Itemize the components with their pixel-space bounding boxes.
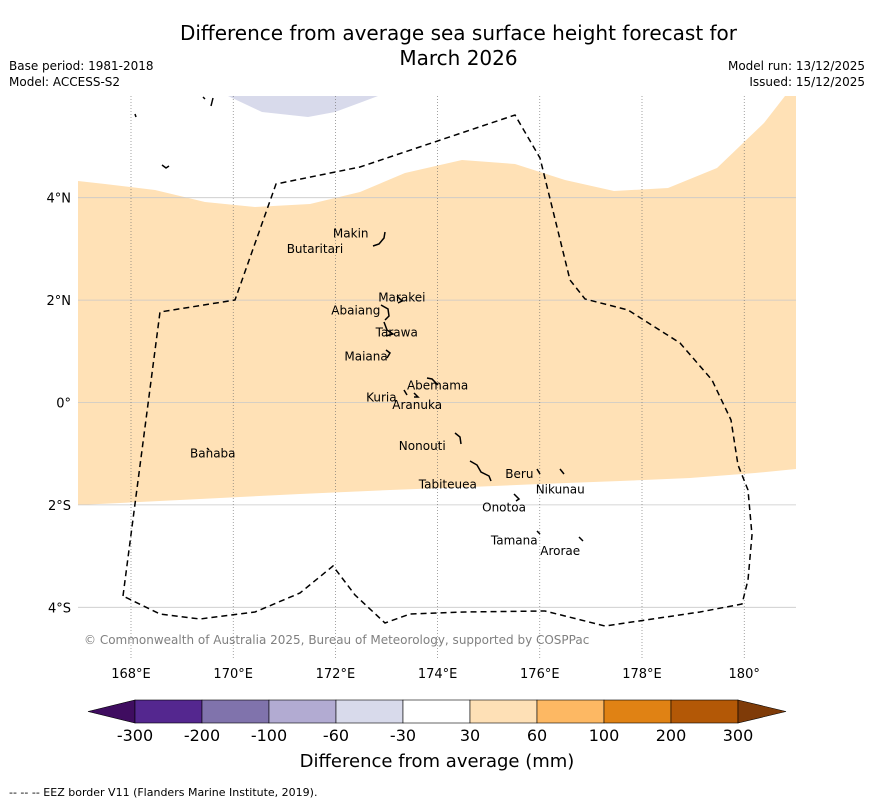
latitude-tick-labels: 4°N 2°N 0° 2°S 4°S — [47, 192, 72, 617]
map-info-right: Model run: 13/12/2025 Issued: 15/12/2025 — [728, 58, 865, 90]
map-info-left: Base period: 1981-2018 Model: ACCESS-S2 — [9, 58, 154, 90]
island-onotoa — [513, 493, 521, 502]
colorbar-label: 300 — [723, 726, 754, 745]
latitude-gridlines — [78, 197, 796, 608]
island-islet-2 — [161, 164, 170, 169]
place-label: Nonouti — [399, 439, 446, 453]
negative-anomaly-region — [228, 96, 378, 117]
place-label: Tarawa — [375, 325, 418, 339]
colorbar-title: Difference from average (mm) — [300, 751, 575, 772]
colorbar-bin — [536, 699, 605, 724]
island-outlines — [134, 96, 584, 542]
colorbar-bin — [402, 699, 471, 724]
colorbar-label: -200 — [184, 726, 220, 745]
eez-border — [122, 114, 753, 627]
model-run: Model run: 13/12/2025 — [727, 59, 865, 73]
island-aranuka — [413, 392, 420, 398]
place-label: Marakei — [378, 291, 425, 305]
colorbar-bin — [134, 699, 203, 724]
lat-tick-label: 2°S — [48, 499, 71, 514]
place-label: Aranuka — [392, 398, 442, 412]
island-islet-1 — [134, 113, 137, 118]
place-label: Nikunau — [536, 483, 585, 497]
map-title: Difference from average sea surface heig… — [179, 21, 738, 70]
lon-tick-label: 168°E — [111, 667, 151, 682]
island-nonouti — [454, 432, 462, 445]
place-label: Tabiteuea — [418, 477, 477, 491]
colorbar-label: 100 — [589, 726, 620, 745]
place-label: Abemama — [407, 379, 468, 393]
colorbar-upper-extension — [737, 699, 787, 724]
place-label: Arorae — [540, 544, 580, 558]
island-nikunau — [559, 468, 565, 475]
colorbar-label: 30 — [460, 726, 480, 745]
colorbar-label: -300 — [117, 726, 153, 745]
base-period: Base period: 1981-2018 — [9, 59, 154, 73]
lat-tick-label: 2°N — [47, 294, 72, 309]
island-tarawa — [383, 321, 395, 337]
place-label: Banaba — [190, 447, 236, 461]
colorbar-bin — [335, 699, 404, 724]
colorbar-bin — [201, 699, 270, 724]
lon-tick-label: 170°E — [213, 667, 253, 682]
island-kuria — [403, 389, 408, 396]
lon-tick-label: 180° — [729, 667, 760, 682]
longitude-tick-labels: 168°E 170°E 172°E 174°E 176°E 178°E 180° — [111, 667, 760, 682]
lat-tick-label: 4°N — [47, 192, 72, 207]
island-islet-4 — [210, 97, 214, 107]
colorbar-lower-extension — [87, 699, 136, 724]
colorbar-label: -60 — [323, 726, 349, 745]
lat-tick-label: 4°S — [48, 601, 71, 616]
island-abaiang — [380, 304, 390, 321]
model-name: Model: ACCESS-S2 — [9, 75, 121, 89]
map-credit: © Commonwealth of Australia 2025, Bureau… — [84, 633, 589, 647]
island-abemama — [426, 377, 439, 386]
island-tabiteuea — [469, 460, 492, 482]
place-label: Makin — [333, 227, 369, 241]
lon-tick-label: 174°E — [418, 667, 458, 682]
place-label: Onotoa — [482, 500, 526, 514]
colorbar — [87, 699, 787, 724]
colorbar-label: 200 — [656, 726, 687, 745]
colorbar-bin — [469, 699, 538, 724]
colorbar-label: 60 — [527, 726, 547, 745]
lon-tick-label: 176°E — [520, 667, 560, 682]
place-label: Abaiang — [331, 303, 380, 317]
lon-tick-label: 172°E — [316, 667, 356, 682]
colorbar-label: -30 — [390, 726, 416, 745]
island-beru — [536, 468, 541, 475]
island-makin — [372, 231, 386, 247]
issued-date: Issued: 15/12/2025 — [749, 75, 865, 89]
island-arorae — [578, 536, 584, 542]
lon-tick-label: 178°E — [622, 667, 662, 682]
colorbar-bin — [603, 699, 672, 724]
colorbar-bin — [268, 699, 337, 724]
island-maiana — [385, 349, 391, 359]
colorbar-label: -100 — [251, 726, 287, 745]
place-label: Butaritari — [287, 242, 344, 256]
eez-footnote: -- -- -- EEZ border V11 (Flanders Marine… — [9, 786, 318, 799]
island-islet-3 — [202, 96, 206, 100]
place-label: Maiana — [344, 349, 387, 363]
colorbar-tick-labels: -300 -200 -100 -60 -30 30 60 100 200 300 — [117, 726, 753, 745]
island-banaba — [206, 447, 210, 451]
colorbar-bin — [670, 699, 739, 724]
place-label: Kuria — [366, 390, 397, 404]
lat-tick-label: 0° — [56, 397, 71, 412]
place-label: Tamana — [490, 534, 538, 548]
place-label: Beru — [505, 467, 533, 481]
island-tamana — [536, 530, 541, 535]
longitude-gridlines — [130, 96, 745, 659]
island-marakei — [396, 295, 404, 304]
